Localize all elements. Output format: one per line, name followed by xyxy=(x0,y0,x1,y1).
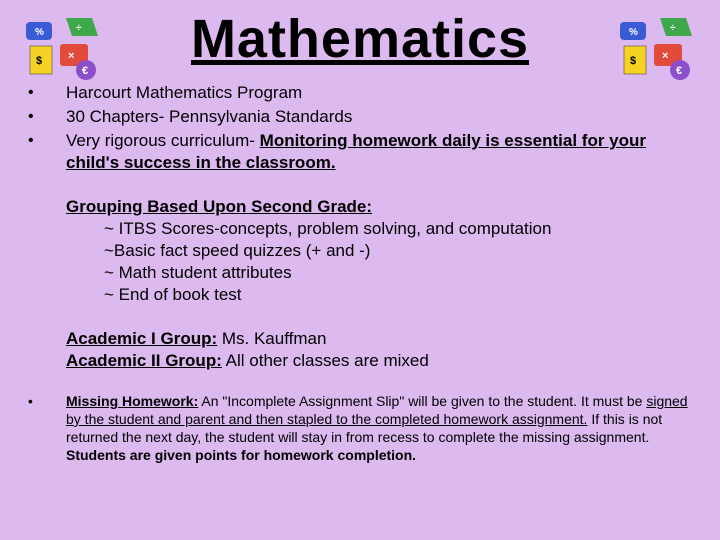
grouping-item: ~Basic fact speed quizzes (+ and -) xyxy=(104,240,692,262)
academic-line-2: Academic II Group: All other classes are… xyxy=(66,350,692,372)
svg-text:÷: ÷ xyxy=(76,23,82,34)
list-item: • Very rigorous curriculum- Monitoring h… xyxy=(28,130,692,174)
academic-section: Academic I Group: Ms. Kauffman Academic … xyxy=(66,328,692,372)
text-prefix: Very rigorous curriculum- xyxy=(66,131,260,150)
bullet-dot: • xyxy=(28,82,66,104)
grouping-heading: Grouping Based Upon Second Grade: xyxy=(66,196,692,218)
math-clipart-right: % ÷ $ × € xyxy=(612,10,702,85)
list-item: • Harcourt Mathematics Program xyxy=(28,82,692,104)
mh-tail: Students are given points for homework c… xyxy=(66,447,416,463)
svg-text:$: $ xyxy=(630,55,636,67)
svg-text:€: € xyxy=(676,65,682,77)
header: % ÷ $ × € Mathematics % ÷ $ × € xyxy=(0,0,720,70)
bullet-dot: • xyxy=(28,106,66,128)
academic-line-1: Academic I Group: Ms. Kauffman xyxy=(66,328,692,350)
page-title: Mathematics xyxy=(191,8,529,70)
bullet-dot: • xyxy=(28,130,66,152)
top-bullets: • Harcourt Mathematics Program • 30 Chap… xyxy=(28,82,692,174)
svg-text:÷: ÷ xyxy=(670,23,676,34)
math-clipart-left: % ÷ $ × € xyxy=(18,10,108,85)
grouping-item: ~ ITBS Scores-concepts, problem solving,… xyxy=(104,218,692,240)
grouping-item: ~ End of book test xyxy=(104,284,692,306)
missing-homework-bullet: • Missing Homework: An "Incomplete Assig… xyxy=(28,392,692,464)
label: Academic II Group: xyxy=(66,351,222,370)
bullet-dot: • xyxy=(28,392,66,410)
label: Academic I Group: xyxy=(66,329,217,348)
list-item: • 30 Chapters- Pennsylvania Standards xyxy=(28,106,692,128)
grouping-section: Grouping Based Upon Second Grade: ~ ITBS… xyxy=(66,196,692,306)
content: • Harcourt Mathematics Program • 30 Chap… xyxy=(0,70,720,464)
bullet-text: Harcourt Mathematics Program xyxy=(66,82,302,104)
mh-label: Missing Homework: xyxy=(66,393,198,409)
bullet-text: Very rigorous curriculum- Monitoring hom… xyxy=(66,130,692,174)
value: Ms. Kauffman xyxy=(217,329,326,348)
grouping-items: ~ ITBS Scores-concepts, problem solving,… xyxy=(104,218,692,306)
svg-text:$: $ xyxy=(36,55,42,67)
mh-part1: An "Incomplete Assignment Slip" will be … xyxy=(198,393,646,409)
svg-text:%: % xyxy=(629,27,638,38)
svg-text:×: × xyxy=(662,50,668,62)
grouping-item: ~ Math student attributes xyxy=(104,262,692,284)
svg-text:€: € xyxy=(82,65,88,77)
svg-text:×: × xyxy=(68,50,74,62)
svg-text:%: % xyxy=(35,27,44,38)
missing-homework-text: Missing Homework: An "Incomplete Assignm… xyxy=(66,392,692,464)
bullet-text: 30 Chapters- Pennsylvania Standards xyxy=(66,106,352,128)
value: All other classes are mixed xyxy=(222,351,429,370)
